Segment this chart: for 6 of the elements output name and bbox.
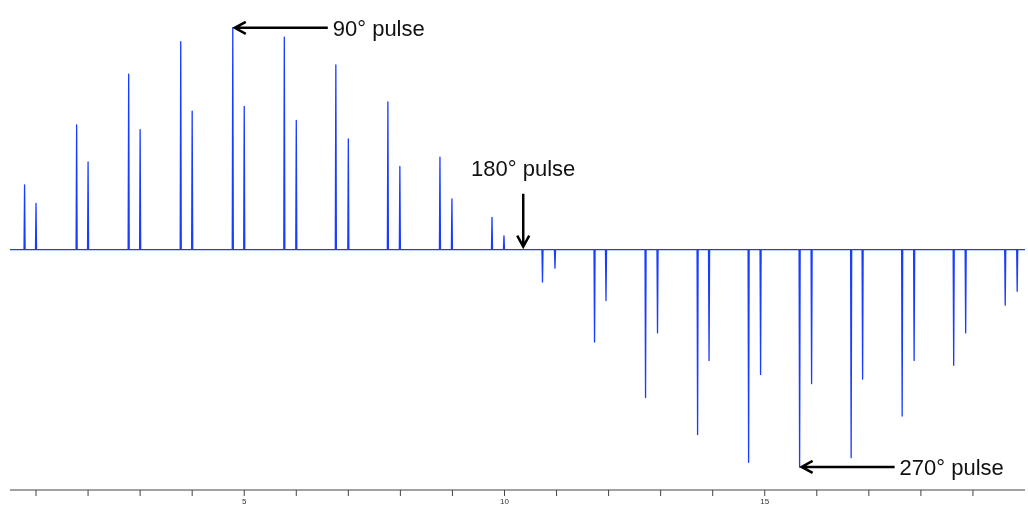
annotation: 270° pulse (899, 454, 1004, 480)
x-tick-label: 15 (760, 496, 770, 505)
x-tick-label: 5 (242, 496, 247, 505)
annotation: 90° pulse (332, 15, 425, 41)
x-tick-label: 10 (500, 496, 510, 505)
annotation: 180° pulse (471, 155, 576, 181)
